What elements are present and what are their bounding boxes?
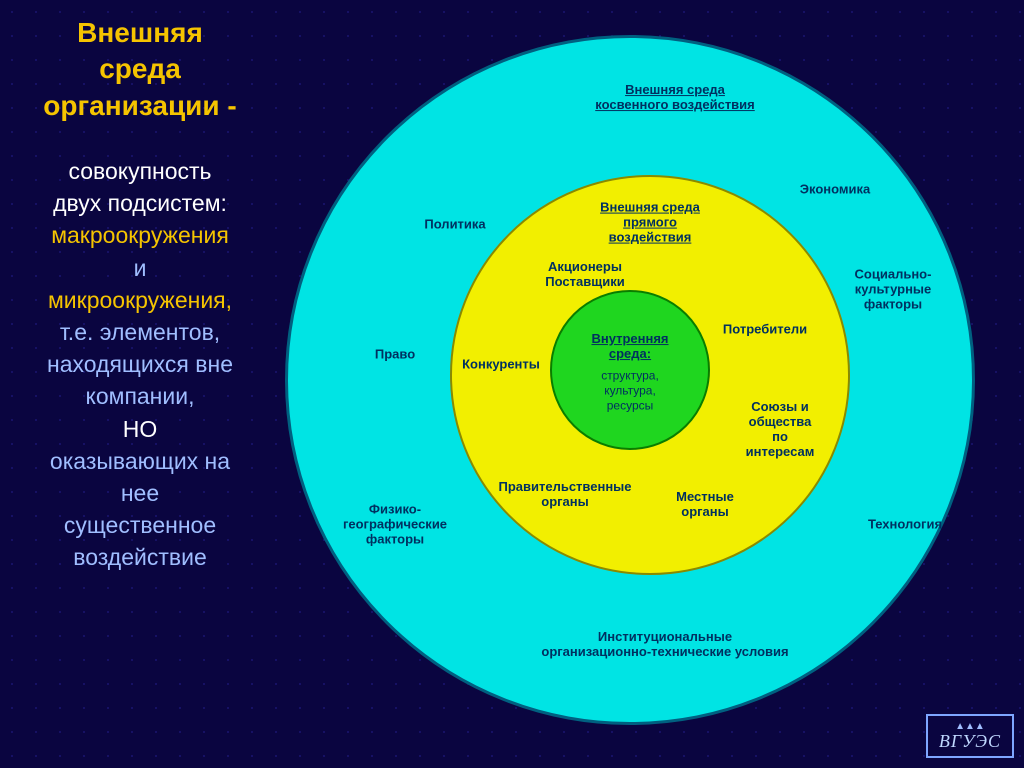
mid-label-3: Союзы иобществапоинтересам [730,400,830,460]
desc-l10: оказывающих на [0,445,280,477]
desc-l9: НО [0,413,280,445]
desc-l5: микроокружения, [0,284,280,316]
mid-label-0: АкционерыПоставщики [515,260,655,290]
outer-label-1: Политика [370,218,540,233]
desc-l3: макроокружения [0,219,280,251]
desc-l1: совокупность [0,155,280,187]
logo-badge: ▲▲▲ ВГУЭС [926,714,1014,758]
title-line-3: организации - [15,88,265,124]
desc-l6: т.е. элементов, [0,316,280,348]
desc-l4: и [0,252,280,284]
inner-ring-title: Внутренняясреда: [565,332,695,362]
desc-l11: нее [0,477,280,509]
desc-l8: компании, [0,380,280,412]
mid-label-1: Потребители [695,323,835,338]
desc-l7: находящихся вне [0,348,280,380]
mid-label-4: Местныеорганы [635,490,775,520]
outer-ring-title: Внешняя средакосвенного воздействия [545,83,805,113]
mid-label-2: Конкуренты [431,358,571,373]
logo-text: ВГУЭС [939,732,1001,750]
mid-label-5: Правительственныеорганы [495,480,635,510]
mid-ring-title: Внешняя средапрямоговоздействия [560,201,740,246]
title-line-2: среда [15,51,265,87]
desc-l2: двух подсистем: [0,187,280,219]
outer-label-0: Экономика [750,183,920,198]
outer-label-5: Физико-географическиефакторы [325,503,465,548]
desc-l12: существенное [0,509,280,541]
title-line-1: Внешняя [15,15,265,51]
outer-label-2: Социально-культурныефакторы [823,268,963,313]
outer-label-6: Институциональныеорганизационно-техничес… [475,630,855,660]
outer-label-4: Технология [820,518,990,533]
environment-diagram: Внешняя средакосвенного воздействия Эконо… [265,25,975,735]
desc-l13: воздействие [0,541,280,573]
description-text: совокупность двух подсистем: макроокруже… [0,155,280,573]
inner-ring-sub: структура,культура,ресурсы [570,369,690,414]
slide-title: Внешняя среда организации - [15,15,265,124]
